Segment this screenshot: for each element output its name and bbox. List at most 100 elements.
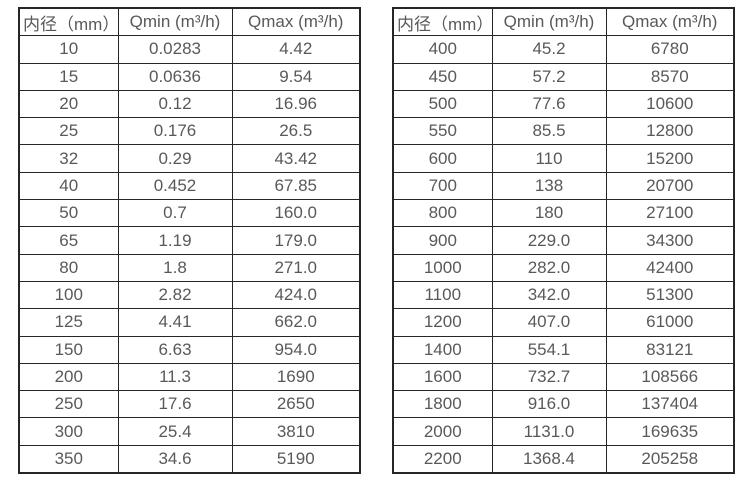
cell-qmin: 0.7 bbox=[117, 199, 233, 228]
cell-diameter: 400 bbox=[392, 35, 493, 64]
table-row: 800 180 27100 bbox=[392, 199, 735, 228]
cell-diameter: 800 bbox=[392, 199, 493, 228]
cell-qmin: 0.176 bbox=[117, 117, 233, 146]
cell-qmin: 6.63 bbox=[117, 335, 233, 364]
cell-diameter: 1100 bbox=[392, 280, 493, 310]
cell-qmax: 424.0 bbox=[231, 280, 361, 310]
cell-qmin: 0.0636 bbox=[117, 62, 233, 91]
table-row: 300 25.4 3810 bbox=[18, 417, 361, 446]
cell-diameter: 450 bbox=[392, 62, 493, 91]
table-row: 2200 1368.4 205258 bbox=[392, 444, 735, 474]
cell-qmax: 3810 bbox=[231, 417, 361, 446]
cell-qmin: 2.82 bbox=[117, 280, 233, 310]
flow-spec-table-large-diameters: 内径（mm） Qmin (m³/h) Qmax (m³/h) 400 45.2 67… bbox=[392, 7, 735, 475]
cell-qmin: 0.29 bbox=[117, 144, 233, 173]
cell-qmax: 16.96 bbox=[231, 89, 361, 119]
cell-qmin: 11.3 bbox=[117, 362, 233, 392]
cell-qmin: 282.0 bbox=[491, 253, 607, 282]
table-row: 1800 916.0 137404 bbox=[392, 390, 735, 419]
table-row: 550 85.5 12800 bbox=[392, 117, 735, 146]
cell-diameter: 125 bbox=[18, 308, 119, 337]
cell-diameter: 150 bbox=[18, 335, 119, 364]
table-row: 25 0.176 26.5 bbox=[18, 117, 361, 146]
cell-qmax: 12800 bbox=[605, 117, 735, 146]
table-row: 100 2.82 424.0 bbox=[18, 280, 361, 310]
cell-diameter: 550 bbox=[392, 117, 493, 146]
cell-qmin: 180 bbox=[491, 199, 607, 228]
cell-qmax: 137404 bbox=[605, 390, 735, 419]
flow-spec-table-small-diameters: 内径（mm） Qmin (m³/h) Qmax (m³/h) 10 0.0283 4… bbox=[18, 7, 361, 475]
cell-qmin: 25.4 bbox=[117, 417, 233, 446]
cell-qmin: 407.0 bbox=[491, 308, 607, 337]
cell-qmin: 110 bbox=[491, 144, 607, 173]
cell-diameter: 80 bbox=[18, 253, 119, 282]
cell-qmax: 662.0 bbox=[231, 308, 361, 337]
column-header-qmax: Qmax (m³/h) bbox=[231, 7, 361, 37]
cell-qmax: 108566 bbox=[605, 362, 735, 392]
cell-qmax: 27100 bbox=[605, 199, 735, 228]
cell-diameter: 1600 bbox=[392, 362, 493, 392]
cell-diameter: 50 bbox=[18, 199, 119, 228]
table-row: 20 0.12 16.96 bbox=[18, 89, 361, 119]
cell-diameter: 2200 bbox=[392, 444, 493, 474]
cell-qmin: 85.5 bbox=[491, 117, 607, 146]
cell-diameter: 100 bbox=[18, 280, 119, 310]
table-row: 32 0.29 43.42 bbox=[18, 144, 361, 173]
cell-qmax: 271.0 bbox=[231, 253, 361, 282]
column-header-diameter: 内径（mm） bbox=[392, 7, 493, 37]
cell-qmin: 77.6 bbox=[491, 89, 607, 119]
cell-diameter: 600 bbox=[392, 144, 493, 173]
cell-diameter: 10 bbox=[18, 35, 119, 64]
cell-qmin: 45.2 bbox=[491, 35, 607, 64]
table-row: 1600 732.7 108566 bbox=[392, 362, 735, 392]
cell-diameter: 1000 bbox=[392, 253, 493, 282]
cell-diameter: 1400 bbox=[392, 335, 493, 364]
cell-qmin: 342.0 bbox=[491, 280, 607, 310]
cell-diameter: 65 bbox=[18, 226, 119, 255]
table-row: 450 57.2 8570 bbox=[392, 62, 735, 91]
cell-qmax: 61000 bbox=[605, 308, 735, 337]
cell-qmin: 0.452 bbox=[117, 171, 233, 201]
cell-qmax: 2650 bbox=[231, 390, 361, 419]
cell-qmax: 160.0 bbox=[231, 199, 361, 228]
table-row: 1400 554.1 83121 bbox=[392, 335, 735, 364]
cell-qmin: 916.0 bbox=[491, 390, 607, 419]
cell-qmax: 5190 bbox=[231, 444, 361, 474]
cell-diameter: 500 bbox=[392, 89, 493, 119]
cell-qmax: 43.42 bbox=[231, 144, 361, 173]
cell-qmin: 0.0283 bbox=[117, 35, 233, 64]
cell-diameter: 1800 bbox=[392, 390, 493, 419]
table-row: 900 229.0 34300 bbox=[392, 226, 735, 255]
cell-qmax: 4.42 bbox=[231, 35, 361, 64]
cell-qmax: 15200 bbox=[605, 144, 735, 173]
cell-qmin: 229.0 bbox=[491, 226, 607, 255]
cell-qmin: 1131.0 bbox=[491, 417, 607, 446]
table-row: 2000 1131.0 169635 bbox=[392, 417, 735, 446]
cell-qmax: 205258 bbox=[605, 444, 735, 474]
header-row: 内径（mm） Qmin (m³/h) Qmax (m³/h) bbox=[392, 7, 735, 37]
column-header-qmax: Qmax (m³/h) bbox=[605, 7, 735, 37]
table-row: 10 0.0283 4.42 bbox=[18, 35, 361, 64]
cell-qmin: 17.6 bbox=[117, 390, 233, 419]
cell-qmin: 732.7 bbox=[491, 362, 607, 392]
cell-qmax: 83121 bbox=[605, 335, 735, 364]
cell-diameter: 300 bbox=[18, 417, 119, 446]
table-row: 600 110 15200 bbox=[392, 144, 735, 173]
cell-diameter: 40 bbox=[18, 171, 119, 201]
table-row: 15 0.0636 9.54 bbox=[18, 62, 361, 91]
cell-qmin: 1368.4 bbox=[491, 444, 607, 474]
cell-qmax: 169635 bbox=[605, 417, 735, 446]
table-row: 65 1.19 179.0 bbox=[18, 226, 361, 255]
cell-qmax: 8570 bbox=[605, 62, 735, 91]
table-row: 125 4.41 662.0 bbox=[18, 308, 361, 337]
table-row: 50 0.7 160.0 bbox=[18, 199, 361, 228]
table-row: 200 11.3 1690 bbox=[18, 362, 361, 392]
cell-qmin: 554.1 bbox=[491, 335, 607, 364]
cell-qmax: 179.0 bbox=[231, 226, 361, 255]
cell-qmin: 1.8 bbox=[117, 253, 233, 282]
cell-diameter: 700 bbox=[392, 171, 493, 201]
cell-qmax: 6780 bbox=[605, 35, 735, 64]
table-row: 700 138 20700 bbox=[392, 171, 735, 201]
table-row: 80 1.8 271.0 bbox=[18, 253, 361, 282]
table-row: 500 77.6 10600 bbox=[392, 89, 735, 119]
